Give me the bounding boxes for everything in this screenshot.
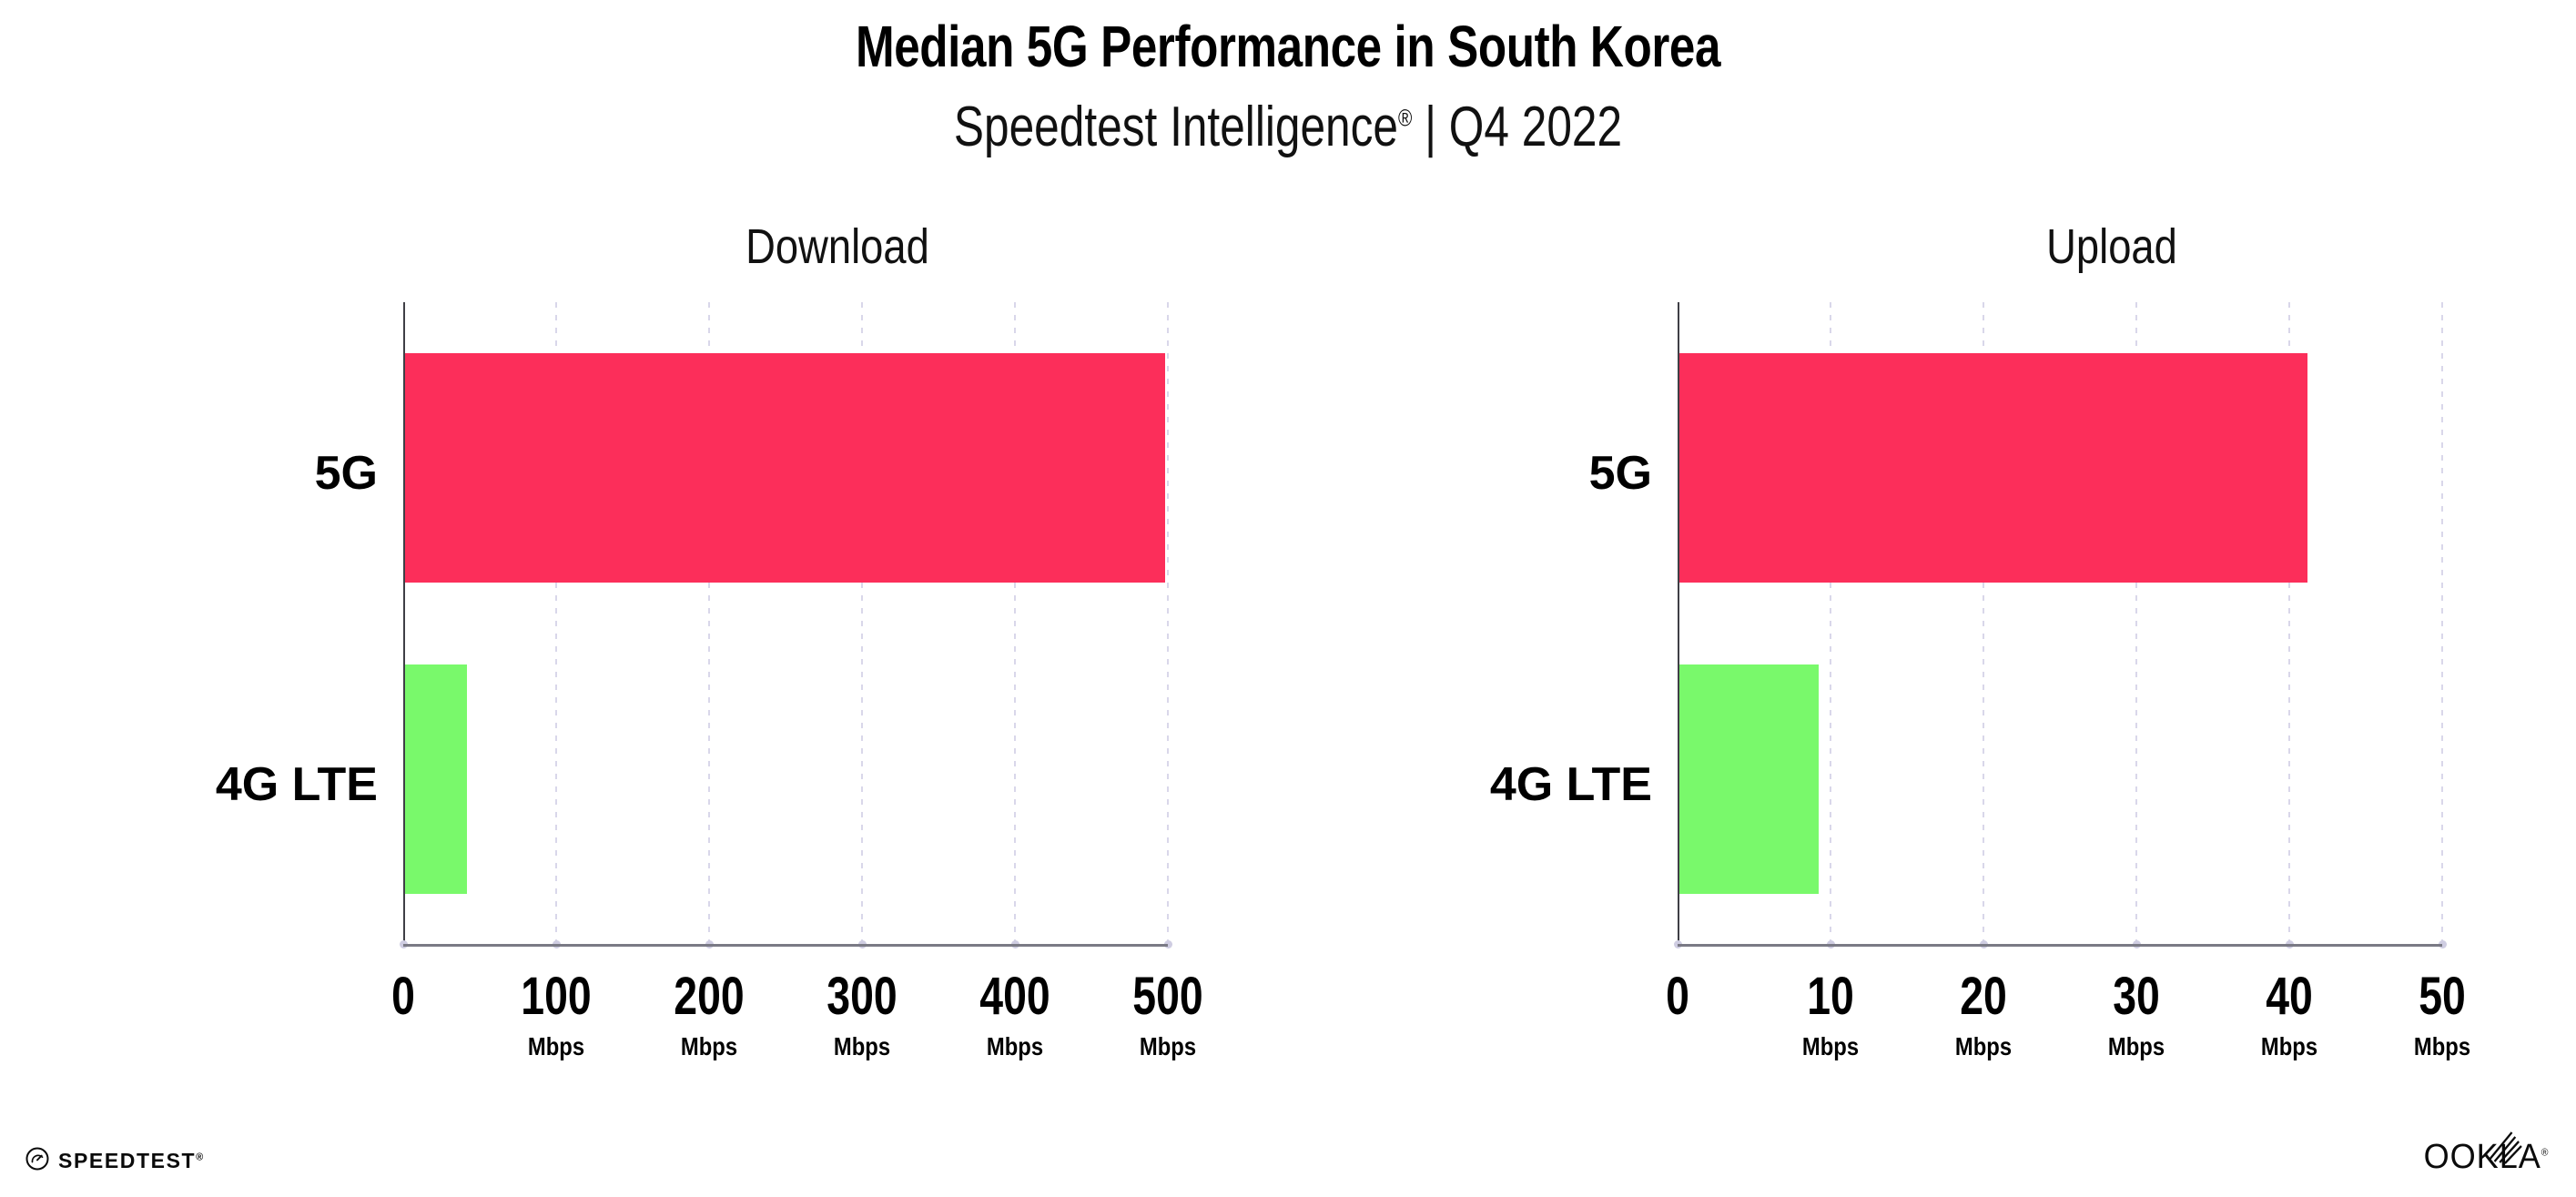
x-axis-line-download xyxy=(403,944,1168,947)
y-axis-line-upload xyxy=(1678,302,1679,947)
plot-area-upload xyxy=(1674,302,2447,948)
page-subtitle: Speedtest Intelligence® | Q4 2022 xyxy=(258,95,2318,159)
axis-tick-dot xyxy=(1164,940,1172,948)
panel-title-upload: Upload xyxy=(2046,219,2177,274)
registered-mark: ® xyxy=(1398,104,1413,132)
x-tick-unit: Mbps xyxy=(2260,1032,2318,1060)
panel-title-download: Download xyxy=(745,219,929,274)
x-tick-value: 0 xyxy=(391,967,415,1026)
x-tick-value: 30 xyxy=(2113,967,2160,1026)
x-tick: 200 Mbps xyxy=(627,970,791,1061)
x-tick-value: 400 xyxy=(979,967,1050,1026)
x-tick-unit: Mbps xyxy=(1954,1032,2013,1060)
x-tick-unit: Mbps xyxy=(680,1032,738,1060)
gridline xyxy=(2441,302,2443,947)
x-tick-labels-download: 0 100 Mbps 200 Mbps 300 Mbps 400 Mbps 500 Mbps xyxy=(391,947,1203,1074)
bar-4glte-download[interactable] xyxy=(405,664,468,894)
x-tick: 500 Mbps xyxy=(1086,970,1250,1061)
gridline xyxy=(708,302,710,947)
subtitle-source: Speedtest Intelligence xyxy=(953,96,1398,158)
x-tick-value: 300 xyxy=(827,967,898,1026)
x-tick-value: 500 xyxy=(1132,967,1203,1026)
x-tick: 10 Mbps xyxy=(1749,970,1912,1061)
ookla-wordmark: OOKLA® xyxy=(2424,1131,2550,1177)
x-tick-unit: Mbps xyxy=(833,1032,891,1060)
x-tick: 40 Mbps xyxy=(2207,970,2371,1061)
chart-panel-upload: Upload 5G 4G LTE 0 10 Mbps 20 Mbps 30 Mbps 40 Mb… xyxy=(1384,218,2567,1074)
x-tick-value: 50 xyxy=(2419,967,2466,1026)
x-tick-unit: Mbps xyxy=(986,1032,1044,1060)
gridline xyxy=(1167,302,1169,947)
gridline xyxy=(1014,302,1016,947)
gridline xyxy=(2135,302,2137,947)
x-tick-value: 20 xyxy=(1960,967,2007,1026)
gridline xyxy=(2288,302,2290,947)
bar-5g-upload[interactable] xyxy=(1679,353,2308,583)
axis-tick-dot xyxy=(2439,940,2447,948)
subtitle-period: | Q4 2022 xyxy=(1412,96,1623,158)
x-tick-value: 100 xyxy=(521,967,592,1026)
x-tick-value: 200 xyxy=(674,967,745,1026)
bar-4glte-upload[interactable] xyxy=(1679,664,1819,894)
x-tick: 100 Mbps xyxy=(474,970,638,1061)
x-tick: 20 Mbps xyxy=(1902,970,2065,1061)
x-tick-unit: Mbps xyxy=(2107,1032,2165,1060)
x-tick-unit: Mbps xyxy=(2413,1032,2471,1060)
x-tick: 0 xyxy=(321,970,485,1032)
x-tick: 0 xyxy=(1596,970,1760,1032)
category-label-5g-download: 5G xyxy=(314,447,378,500)
x-tick-labels-upload: 0 10 Mbps 20 Mbps 30 Mbps 40 Mbps 50 Mbps xyxy=(1666,947,2470,1074)
speedtest-logo: SPEEDTEST® xyxy=(25,1147,205,1175)
gridline xyxy=(1830,302,1831,947)
category-label-4glte-download: 4G LTE xyxy=(215,758,378,811)
gridline xyxy=(555,302,557,947)
x-tick-unit: Mbps xyxy=(1139,1032,1197,1060)
speedtest-wordmark: SPEEDTEST® xyxy=(58,1149,205,1172)
x-tick: 50 Mbps xyxy=(2360,970,2524,1061)
gridline xyxy=(861,302,863,947)
bar-5g-download[interactable] xyxy=(405,353,1165,583)
category-label-4glte-upload: 4G LTE xyxy=(1489,758,1652,811)
speedometer-icon xyxy=(25,1147,49,1175)
x-tick-value: 40 xyxy=(2266,967,2313,1026)
x-tick-unit: Mbps xyxy=(527,1032,585,1060)
gridline xyxy=(1983,302,1984,947)
x-tick-value: 10 xyxy=(1807,967,1854,1026)
x-tick: 30 Mbps xyxy=(2054,970,2218,1061)
chart-panel-download: Download 5G 4G LTE 0 100 Mbps 200 Mbps 300 Mbp… xyxy=(109,218,1293,1074)
x-tick: 400 Mbps xyxy=(933,970,1097,1061)
page-title: Median 5G Performance in South Korea xyxy=(855,14,1721,79)
category-label-5g-upload: 5G xyxy=(1588,447,1652,500)
x-tick-unit: Mbps xyxy=(1801,1032,1860,1060)
ookla-logo: OOKLA® xyxy=(2420,1131,2552,1177)
x-tick: 300 Mbps xyxy=(780,970,944,1061)
plot-area-download xyxy=(400,302,1172,948)
x-tick-value: 0 xyxy=(1666,967,1689,1026)
x-axis-line-upload xyxy=(1678,944,2442,947)
y-axis-line-download xyxy=(403,302,405,947)
